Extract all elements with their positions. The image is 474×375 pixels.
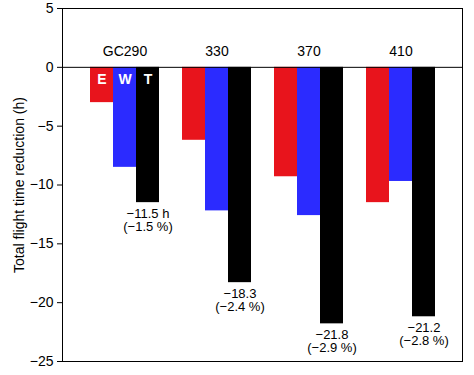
svg-text:410: 410	[389, 43, 413, 59]
svg-text:−25: −25	[30, 353, 54, 369]
svg-text:T: T	[144, 71, 153, 87]
svg-text:370: 370	[297, 43, 321, 59]
svg-text:330: 330	[205, 43, 229, 59]
svg-text:−21.2(−2.8 %): −21.2(−2.8 %)	[399, 320, 449, 348]
svg-text:5: 5	[46, 0, 54, 16]
svg-text:−15: −15	[30, 235, 54, 251]
svg-text:−10: −10	[30, 176, 54, 192]
svg-text:W: W	[118, 71, 132, 87]
svg-text:−21.8(−2.9 %): −21.8(−2.9 %)	[307, 327, 357, 355]
svg-text:−11.5 h(−1.5 %): −11.5 h(−1.5 %)	[123, 206, 173, 234]
svg-text:Total flight time reduction (h: Total flight time reduction (h)	[11, 97, 27, 273]
svg-text:E: E	[97, 71, 106, 87]
svg-text:GC290: GC290	[103, 43, 148, 59]
svg-text:−18.3(−2.4 %): −18.3(−2.4 %)	[215, 286, 265, 314]
svg-text:0: 0	[46, 59, 54, 75]
svg-text:−20: −20	[30, 294, 54, 310]
svg-text:−5: −5	[38, 118, 54, 134]
